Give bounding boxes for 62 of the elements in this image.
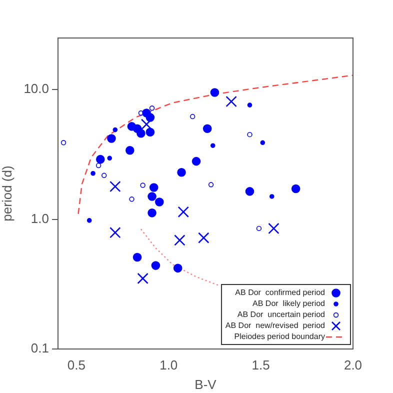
point <box>137 272 148 284</box>
point <box>148 192 156 201</box>
point <box>149 106 155 111</box>
legend-label: AB Dor uncertain period <box>237 309 325 320</box>
legend-label: AB Dor new/revised period <box>225 320 325 331</box>
point <box>226 96 237 108</box>
point <box>146 113 155 122</box>
y-tick-label: 0.1 <box>30 340 49 356</box>
point <box>96 154 105 164</box>
point <box>190 114 196 120</box>
point <box>140 118 152 130</box>
x-tick-label: 1.0 <box>160 357 178 372</box>
point <box>174 234 186 246</box>
x-tick-label: 2.0 <box>344 357 362 372</box>
point <box>192 156 201 166</box>
point <box>129 196 134 202</box>
point <box>256 226 262 232</box>
point <box>269 194 274 199</box>
point <box>177 168 186 177</box>
point <box>140 182 146 188</box>
line-series <box>140 228 220 286</box>
point <box>151 261 160 270</box>
legend-label: AB Dor likely period <box>252 298 325 309</box>
point <box>107 156 112 161</box>
point <box>210 88 220 97</box>
point <box>90 170 96 176</box>
point <box>210 143 216 148</box>
y-axis-title: period (d) <box>0 166 14 222</box>
point <box>148 208 156 218</box>
point <box>291 184 300 194</box>
point <box>126 146 134 155</box>
x-tick-label: 1.5 <box>252 357 270 372</box>
point <box>132 252 142 262</box>
point <box>136 128 146 138</box>
point <box>86 218 92 223</box>
point <box>178 206 189 218</box>
point <box>173 264 182 273</box>
x-tick-label: 0.5 <box>67 357 86 372</box>
point <box>60 140 66 146</box>
point <box>202 124 212 134</box>
point <box>101 172 107 178</box>
point <box>247 102 252 108</box>
point <box>247 132 252 138</box>
y-tick-label: 1.0 <box>30 210 49 226</box>
point <box>112 127 118 132</box>
point <box>149 183 158 192</box>
point <box>268 222 280 234</box>
point <box>245 187 254 196</box>
point <box>96 162 102 168</box>
point <box>146 128 155 137</box>
point <box>107 134 116 143</box>
point <box>260 140 266 146</box>
legend-label: Pleiodes period boundary <box>234 331 325 342</box>
x-axis-title: B-V <box>194 376 217 392</box>
point <box>110 180 121 192</box>
y-tick-label: 10.0 <box>24 81 49 96</box>
point <box>208 182 214 188</box>
point <box>155 198 164 206</box>
point <box>198 232 210 244</box>
line-series <box>78 74 353 215</box>
point <box>110 226 121 238</box>
legend-label: AB Dor confirmed period <box>235 287 325 298</box>
